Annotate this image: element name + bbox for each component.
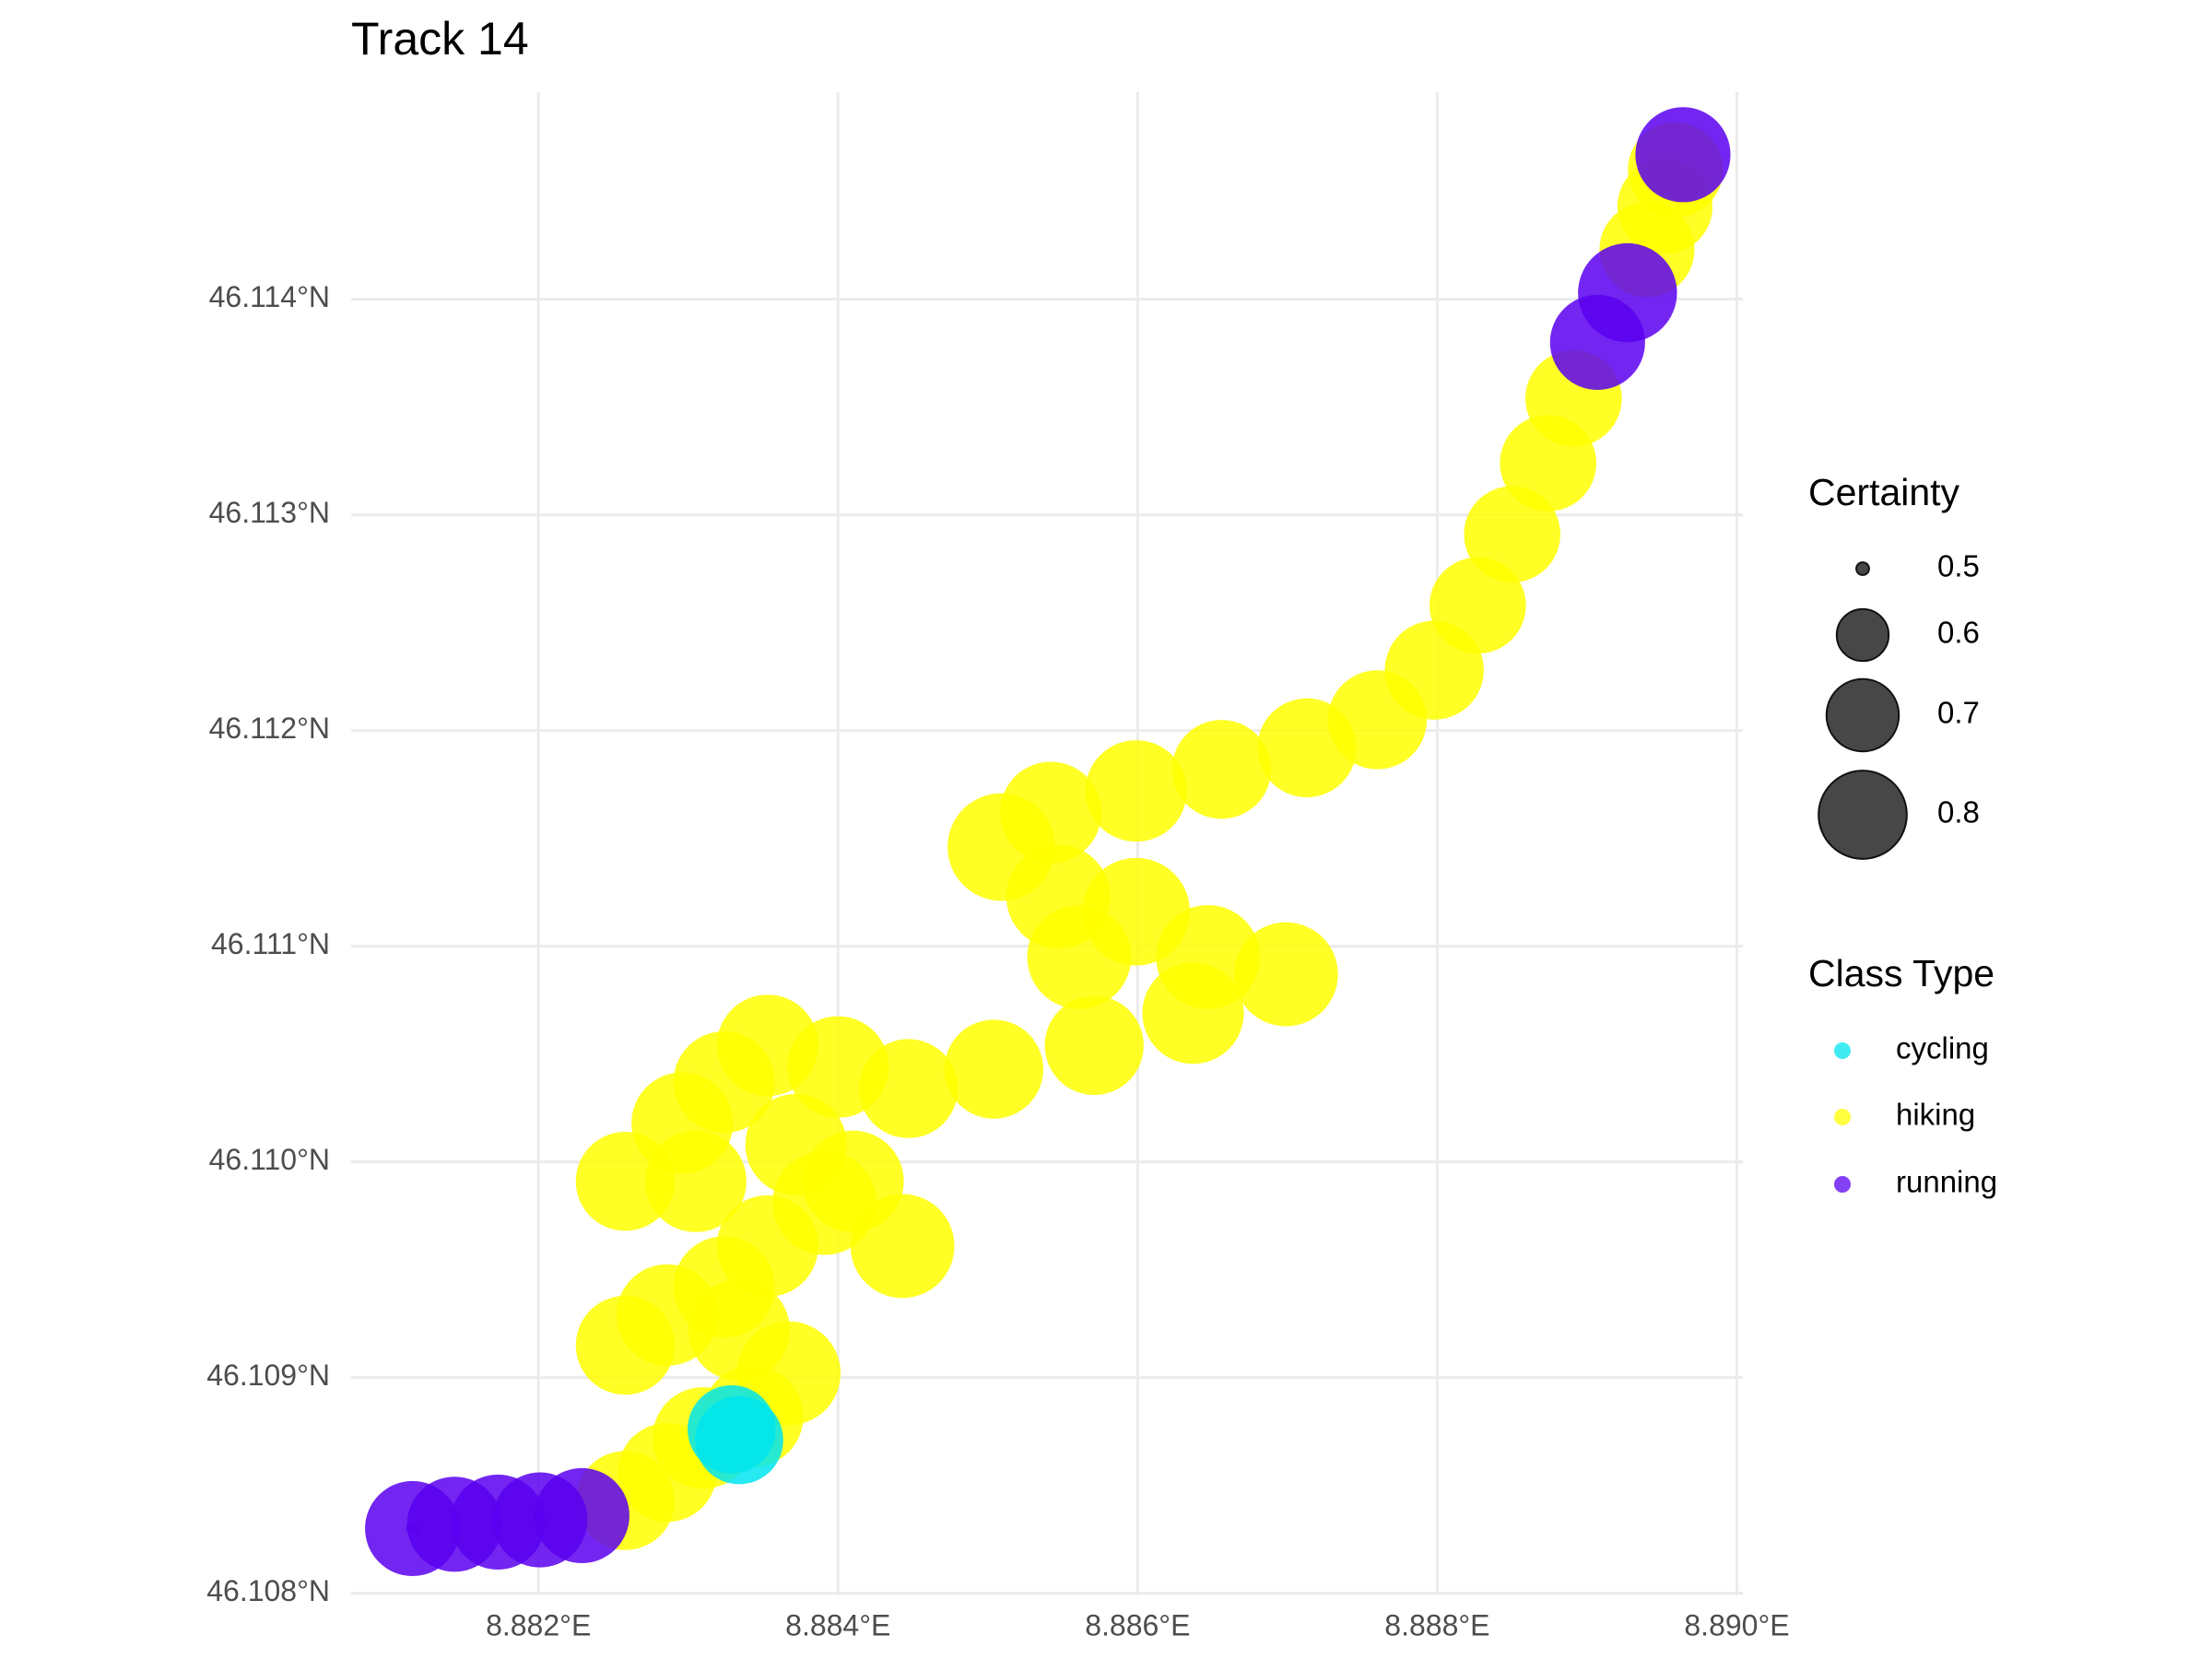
legend-label: running	[1896, 1165, 1997, 1199]
legend-label: 0.6	[1937, 616, 1980, 650]
point	[944, 1019, 1043, 1119]
legend-title: Class Type	[1808, 952, 1994, 994]
legend-color-key	[1834, 1176, 1851, 1193]
y-tick-label: 46.110°N	[209, 1143, 330, 1176]
legend-label: 0.7	[1937, 696, 1980, 730]
y-tick-label: 46.111°N	[211, 927, 330, 960]
legend-label: hiking	[1896, 1098, 1975, 1132]
legend-size-key	[1855, 561, 1870, 576]
point	[534, 1467, 629, 1563]
chart-title: Track 14	[351, 13, 529, 65]
legend-size-key	[1818, 770, 1908, 860]
y-tick-label: 46.108°N	[206, 1574, 330, 1607]
legend-color-key	[1834, 1109, 1851, 1125]
x-tick-label: 8.890°E	[1684, 1608, 1789, 1641]
point	[1044, 995, 1144, 1095]
y-tick-label: 46.112°N	[209, 712, 330, 745]
legend-label: 0.5	[1937, 549, 1980, 583]
point	[1171, 720, 1272, 819]
y-tick-label: 46.113°N	[209, 496, 330, 529]
x-tick-label: 8.888°E	[1384, 1608, 1489, 1641]
legend-title: Certainty	[1808, 471, 1960, 513]
point	[1085, 740, 1187, 842]
point	[695, 1395, 783, 1485]
point	[1578, 242, 1677, 343]
point	[1233, 922, 1338, 1027]
legend-label: cycling	[1896, 1031, 1989, 1065]
legend-size-key	[1835, 607, 1890, 663]
point	[1430, 557, 1526, 654]
point	[1635, 107, 1731, 203]
legend-color-key	[1834, 1042, 1851, 1059]
legend-size-key	[1825, 677, 1900, 753]
x-tick-label: 8.882°E	[486, 1608, 591, 1641]
point	[1082, 857, 1191, 966]
point	[575, 1295, 676, 1395]
point	[406, 1522, 419, 1535]
y-tick-label: 46.109°N	[206, 1359, 330, 1392]
point	[1464, 486, 1560, 582]
point	[999, 761, 1102, 864]
point	[745, 1093, 847, 1196]
x-tick-label: 8.884°E	[785, 1608, 890, 1641]
y-tick-label: 46.114°N	[209, 280, 330, 313]
x-tick-label: 8.886°E	[1085, 1608, 1190, 1641]
legend-label: 0.8	[1937, 795, 1980, 830]
point	[858, 1039, 959, 1138]
